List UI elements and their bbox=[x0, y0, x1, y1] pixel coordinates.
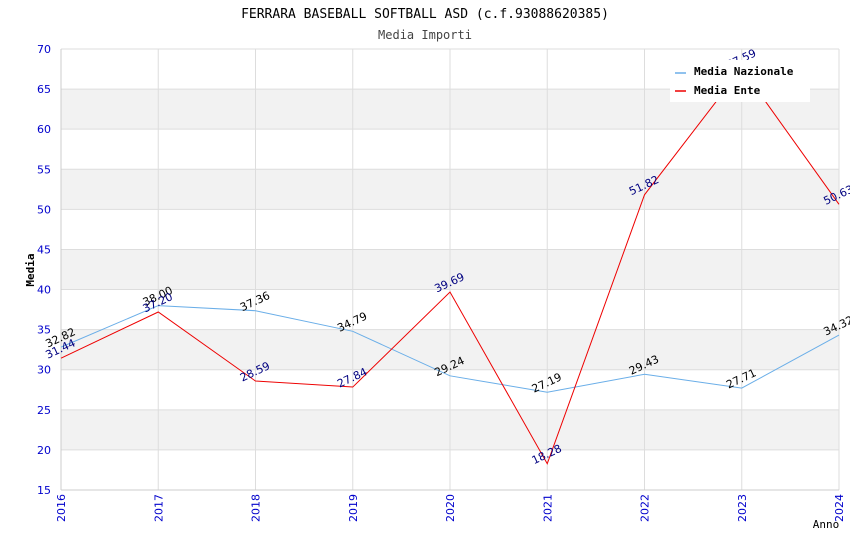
x-tick-label: 2017 bbox=[152, 494, 165, 522]
legend-label-media-ente[interactable]: Media Ente bbox=[694, 84, 761, 97]
x-tick-label: 2024 bbox=[833, 494, 846, 522]
series-lines bbox=[60, 67, 840, 465]
x-tick-label: 2019 bbox=[347, 494, 360, 522]
x-tick-label: 2022 bbox=[639, 494, 652, 522]
x-tick-label: 2021 bbox=[541, 494, 554, 522]
y-axis-label: Media bbox=[24, 253, 37, 286]
x-tick-label: 2023 bbox=[736, 494, 749, 522]
y-tick-label: 65 bbox=[37, 83, 51, 96]
y-axis-ticks: 15 20 25 30 35 40 45 50 55 60 65 70 bbox=[37, 43, 51, 497]
y-tick-label: 55 bbox=[37, 163, 51, 176]
chart-subtitle: Media Importi bbox=[378, 28, 472, 42]
y-tick-label: 20 bbox=[37, 444, 51, 457]
x-axis-label: Anno bbox=[813, 518, 840, 531]
y-tick-label: 15 bbox=[37, 484, 51, 497]
y-tick-label: 50 bbox=[37, 203, 51, 216]
y-tick-label: 40 bbox=[37, 284, 51, 297]
y-tick-label: 25 bbox=[37, 404, 51, 417]
legend-box bbox=[670, 60, 810, 102]
y-tick-label: 30 bbox=[37, 364, 51, 377]
series-line-media-nazionale bbox=[60, 305, 840, 393]
x-tick-label: 2020 bbox=[444, 494, 457, 522]
y-tick-label: 70 bbox=[37, 43, 51, 56]
legend[interactable]: Media Nazionale Media Ente bbox=[670, 60, 810, 102]
x-tick-label: 2016 bbox=[55, 494, 68, 522]
y-tick-label: 45 bbox=[37, 243, 51, 256]
plot-background bbox=[60, 48, 840, 491]
chart-title: FERRARA BASEBALL SOFTBALL ASD (c.f.93088… bbox=[241, 7, 609, 22]
x-tick-label: 2018 bbox=[250, 494, 263, 522]
y-tick-label: 60 bbox=[37, 123, 51, 136]
y-tick-label: 35 bbox=[37, 324, 51, 337]
series-line-media-ente bbox=[60, 67, 840, 465]
legend-label-media-nazionale[interactable]: Media Nazionale bbox=[694, 65, 794, 78]
x-axis-ticks: 2016 2017 2018 2019 2020 2021 2022 2023 2024 bbox=[55, 494, 846, 522]
